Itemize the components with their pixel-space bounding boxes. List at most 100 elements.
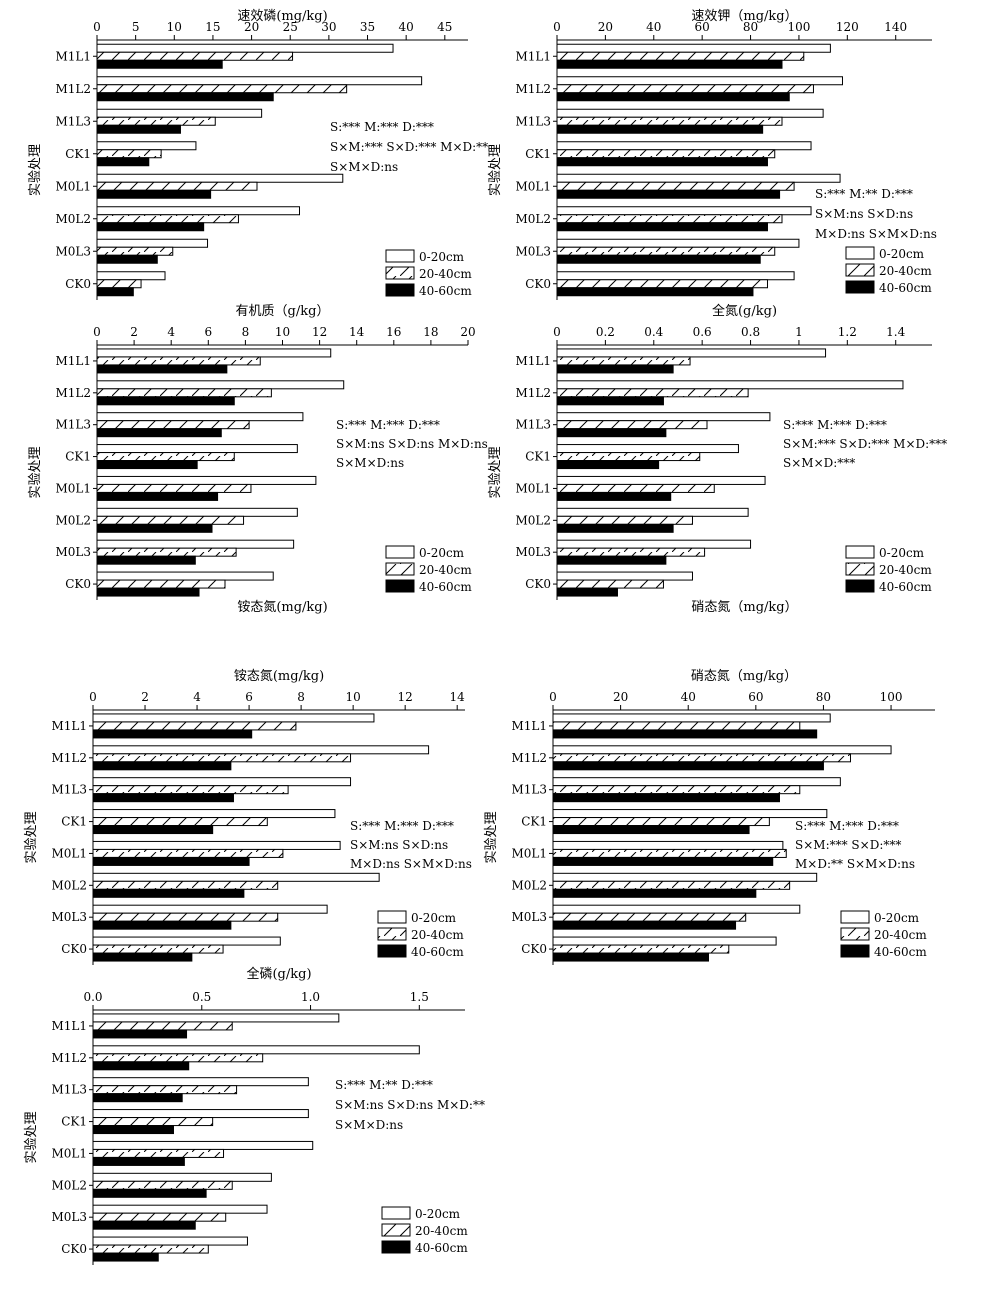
bar — [556, 43, 831, 53]
significance-text: S:*** M:*** D:*** — [783, 418, 887, 432]
category-label: CK1 — [61, 1115, 87, 1129]
bar — [556, 214, 783, 224]
category-label: M0L2 — [515, 212, 551, 226]
y-axis-label: 实验处理 — [27, 144, 43, 196]
bar — [556, 181, 795, 191]
category-label: M0L1 — [51, 846, 87, 860]
significance-text: S×M×D:ns — [336, 456, 404, 470]
x-tick-label: 0.4 — [644, 325, 663, 339]
bar — [96, 246, 174, 256]
bar — [92, 912, 279, 922]
bar — [92, 1140, 314, 1150]
bar — [552, 904, 801, 914]
legend-label: 40-60cm — [419, 284, 472, 298]
bar — [96, 571, 274, 581]
x-tick-label: 8 — [297, 690, 305, 704]
legend: 0-20cm 20-40cm 40-60cm — [385, 249, 472, 298]
x-tick-label: 40 — [646, 20, 661, 34]
x-tick-label: 80 — [743, 20, 758, 34]
bar — [96, 515, 245, 525]
bar — [556, 515, 693, 525]
bar — [552, 944, 730, 954]
bar — [552, 880, 791, 890]
y-axis-label: 实验处理 — [487, 144, 503, 196]
bar — [96, 460, 198, 470]
chart-panel: 0 20 40 60 80 100 硝态氮（mg/kg） 实验处理 M1L1 M1L2 M1L3 CK… — [483, 669, 935, 965]
legend-label: 20-40cm — [874, 928, 927, 942]
significance-text: S:*** M:** D:*** — [335, 1078, 433, 1092]
x-tick-label: 0 — [93, 20, 101, 34]
bar — [92, 1188, 207, 1198]
chart-panel: 0 20 40 60 80 100 120 140 速效钾（mg/kg） 实验处理 M1L1 M1L2… — [487, 9, 937, 300]
category-label: M1L3 — [515, 418, 551, 432]
bar — [96, 173, 344, 183]
legend-label: 40-60cm — [411, 945, 464, 959]
bar — [556, 491, 672, 501]
legend-swatch — [840, 944, 870, 958]
x-tick-label: 18 — [423, 325, 438, 339]
bar — [96, 420, 250, 430]
bar — [96, 76, 423, 86]
category-label: M0L2 — [515, 513, 551, 527]
bar — [92, 785, 289, 795]
category-label: CK1 — [525, 450, 551, 464]
x-tick-label: 60 — [748, 690, 763, 704]
bar — [92, 1156, 185, 1166]
axis-title: 有机质（g/kg） — [236, 304, 330, 319]
x-tick-label: 0 — [553, 325, 561, 339]
category-label: M1L2 — [51, 1051, 87, 1065]
bar — [96, 507, 298, 517]
category-label: CK1 — [61, 815, 87, 829]
bar — [92, 1021, 233, 1031]
significance-text: M×D:ns S×M×D:ns — [350, 857, 472, 871]
legend-label: 40-60cm — [419, 580, 472, 594]
x-tick-label: 4 — [193, 690, 201, 704]
x-tick-label: 2 — [141, 690, 149, 704]
bar — [96, 271, 166, 281]
significance-text: S×M×D:*** — [783, 456, 855, 470]
category-label: M0L1 — [511, 846, 547, 860]
bar — [556, 149, 776, 159]
category-label: M1L1 — [51, 719, 87, 733]
bar — [96, 59, 223, 69]
bar — [552, 817, 770, 827]
significance-text: S×M×D:ns — [330, 160, 398, 174]
legend-label: 0-20cm — [874, 911, 920, 925]
x-tick-label: 45 — [437, 20, 452, 34]
x-tick-label: 4 — [167, 325, 175, 339]
category-label: M1L1 — [511, 719, 547, 733]
category-label: CK1 — [525, 147, 551, 161]
x-tick-label: 0.6 — [693, 325, 712, 339]
legend-swatch — [840, 927, 870, 941]
axis-title: 速效磷(mg/kg) — [237, 9, 327, 24]
legend-label: 20-40cm — [415, 1224, 468, 1238]
bar — [92, 872, 380, 882]
bar — [556, 59, 783, 69]
x-tick-label: 25 — [283, 20, 298, 34]
bar — [556, 279, 768, 289]
x-tick-label: 0 — [549, 690, 557, 704]
bar — [96, 149, 162, 159]
category-label: M0L1 — [55, 481, 91, 495]
bar — [556, 555, 667, 565]
bar — [96, 206, 301, 216]
bar — [96, 364, 228, 374]
bar — [92, 944, 224, 954]
bar — [556, 460, 660, 470]
bar — [556, 539, 752, 549]
category-label: M0L3 — [515, 545, 551, 559]
bar — [92, 904, 328, 914]
category-label: CK0 — [525, 277, 551, 291]
bar — [552, 920, 737, 930]
legend-label: 0-20cm — [419, 250, 465, 264]
x-tick-label: 20 — [244, 20, 259, 34]
bar — [556, 380, 904, 390]
bar — [92, 936, 281, 946]
bar — [96, 189, 212, 199]
category-label: M0L3 — [55, 545, 91, 559]
category-label: CK1 — [521, 815, 547, 829]
bar — [92, 1029, 188, 1039]
bar — [556, 475, 766, 485]
category-label: CK0 — [521, 942, 547, 956]
bar — [96, 51, 294, 61]
